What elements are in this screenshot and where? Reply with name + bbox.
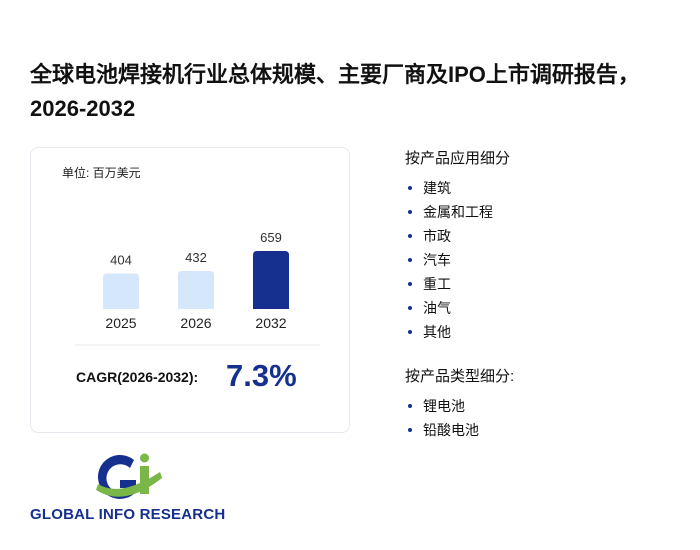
report-title: 全球电池焊接机行业总体规模、主要厂商及IPO上市调研报告，2026-2032 bbox=[30, 62, 640, 121]
x-tick-label: 2026 bbox=[180, 315, 211, 331]
data-label: 432 bbox=[185, 250, 207, 265]
bar bbox=[253, 251, 289, 309]
segment-item: 建筑 bbox=[405, 176, 510, 200]
segment-item: 市政 bbox=[405, 224, 510, 248]
segment-block: 按产品类型细分: 锂电池 铅酸电池 bbox=[405, 365, 514, 442]
bar bbox=[103, 273, 139, 309]
logo-text: GLOBAL INFO RESEARCH bbox=[30, 506, 226, 523]
chart: 404 2025 432 2026 659 2032 bbox=[75, 230, 320, 346]
cagr-label: CAGR(2026-2032): bbox=[76, 369, 199, 385]
segment-title: 按产品应用细分 bbox=[405, 150, 511, 167]
x-tick-label: 2025 bbox=[105, 315, 136, 331]
segment-title: 按产品类型细分: bbox=[405, 368, 515, 385]
segment-list: 建筑 金属和工程 市政 汽车 重工 油气 其他 bbox=[405, 176, 510, 344]
segment-item: 锂电池 bbox=[405, 394, 514, 418]
segment-item: 汽车 bbox=[405, 248, 510, 272]
segment-list: 锂电池 铅酸电池 bbox=[405, 394, 514, 442]
segment-item: 重工 bbox=[405, 272, 510, 296]
segment-item: 金属和工程 bbox=[405, 200, 510, 224]
cagr-value: 7.3% bbox=[226, 358, 297, 393]
unit-label: 单位: 百万美元 bbox=[62, 166, 141, 180]
data-label: 404 bbox=[110, 252, 132, 267]
segment-item: 其他 bbox=[405, 320, 510, 344]
segment-block: 按产品应用细分 建筑 金属和工程 市政 汽车 重工 油气 其他 bbox=[405, 147, 510, 344]
logo-mark bbox=[96, 453, 162, 499]
bar bbox=[178, 270, 214, 309]
segment-item: 油气 bbox=[405, 296, 510, 320]
chart-card bbox=[30, 147, 350, 433]
segment-item: 铅酸电池 bbox=[405, 418, 514, 442]
data-label: 659 bbox=[260, 230, 282, 245]
x-tick-label: 2032 bbox=[255, 315, 286, 331]
